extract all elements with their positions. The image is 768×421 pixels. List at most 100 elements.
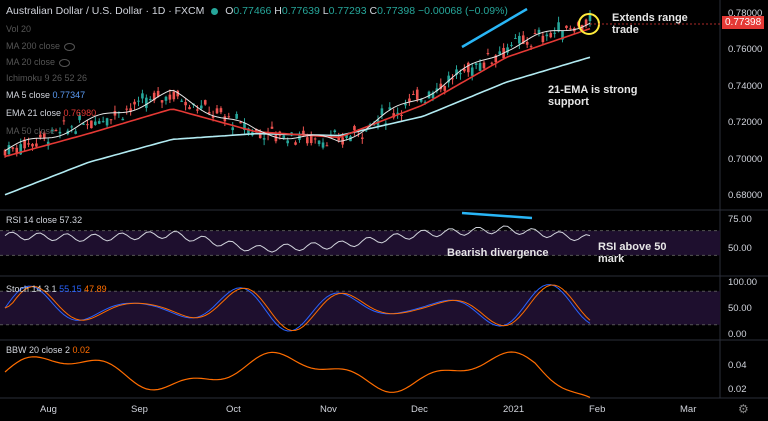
- time-label: 2021: [503, 404, 525, 415]
- candle-body: [302, 130, 305, 135]
- indicator-ma20[interactable]: MA 20 close: [6, 57, 71, 67]
- candle-body: [274, 134, 278, 142]
- time-label: Oct: [226, 404, 241, 415]
- candle-body: [565, 25, 568, 28]
- annotation-bearish-divergence: Bearish divergence: [447, 247, 549, 259]
- candle-body: [408, 98, 411, 102]
- ohlc-high-label: H: [274, 5, 282, 17]
- candle-body: [431, 92, 435, 99]
- candle-body: [435, 88, 439, 92]
- candle-body: [518, 36, 521, 44]
- candle-body: [172, 91, 176, 100]
- candle-body: [74, 131, 77, 134]
- candle-body: [553, 32, 556, 34]
- ma5-line: [4, 22, 591, 152]
- candle-body: [396, 112, 399, 114]
- time-label: Sep: [131, 404, 148, 415]
- indicator-ma200[interactable]: MA 200 close: [6, 41, 76, 51]
- price-tick: 0.68000: [728, 190, 763, 201]
- rsi-line: [4, 225, 591, 253]
- bbw-line: [4, 351, 591, 398]
- candle-body: [514, 38, 517, 40]
- candle-body: [345, 134, 348, 139]
- ohlc-low: 0.77293: [328, 5, 367, 17]
- candle-body: [54, 130, 58, 132]
- stoch-tick: 0.00: [728, 329, 747, 340]
- price-tick: 0.74000: [728, 81, 763, 92]
- candle-body: [313, 138, 317, 140]
- candle-body: [412, 94, 415, 96]
- settings-gear-icon[interactable]: ⚙: [738, 402, 749, 416]
- candle-body: [455, 69, 458, 75]
- candle-body: [439, 83, 443, 90]
- candle-body: [482, 62, 486, 69]
- candle-body: [447, 75, 450, 83]
- eye-off-icon[interactable]: [64, 42, 76, 51]
- candle-body: [463, 68, 466, 72]
- candle-body: [309, 134, 313, 144]
- annotation-rsi-above-50: RSI above 50 mark: [598, 241, 667, 265]
- candle-body: [360, 137, 364, 139]
- candle-body: [196, 109, 199, 111]
- time-label: Aug: [40, 404, 57, 415]
- indicator-ichimoku[interactable]: Ichimoku 9 26 52 26: [6, 73, 88, 83]
- candle-body: [168, 94, 172, 100]
- candle-body: [557, 22, 560, 32]
- candle-body: [7, 145, 11, 155]
- candle-body: [121, 118, 125, 121]
- indicator-ma5[interactable]: MA 5 close 0.77347: [6, 90, 86, 100]
- stoch-d-line: [4, 284, 591, 332]
- ma50-line: [4, 56, 591, 196]
- candle-body: [46, 141, 50, 146]
- candle-body: [180, 100, 183, 102]
- candle-body: [227, 116, 231, 118]
- candle-body: [584, 19, 588, 26]
- indicator-vol[interactable]: Vol 20: [6, 24, 32, 34]
- candle-body: [39, 134, 42, 138]
- candle-body: [137, 100, 140, 102]
- candle-body: [188, 107, 191, 110]
- candle-body: [152, 92, 156, 101]
- candle-body: [486, 53, 490, 55]
- ema21-line: [4, 27, 591, 158]
- indicator-ema21[interactable]: EMA 21 close 0.76980: [6, 108, 97, 118]
- candle-body: [325, 145, 329, 147]
- rsi-trendline: [461, 211, 533, 220]
- candle-body: [415, 89, 419, 100]
- candle-body: [427, 91, 431, 99]
- candle-body: [466, 62, 470, 73]
- price-tick: 0.78000: [728, 8, 763, 19]
- candle-body: [141, 93, 144, 99]
- ohlc-close-label: C: [369, 5, 378, 17]
- candle-body: [129, 108, 132, 112]
- candle-body: [184, 101, 187, 106]
- eye-off-icon[interactable]: [59, 58, 71, 67]
- market-status-dot: [211, 7, 219, 15]
- candle-body: [90, 120, 93, 129]
- candle-body: [203, 100, 207, 105]
- ohlc-open-label: O: [225, 5, 234, 17]
- symbol-header: Australian Dollar / U.S. Dollar · 1D · F…: [6, 5, 508, 17]
- candle-body: [549, 33, 553, 38]
- candle-body: [337, 137, 341, 141]
- candle-body: [561, 30, 564, 40]
- stoch-legend[interactable]: Stoch 14 3 1 55.15 47.89: [6, 284, 107, 294]
- bbw-legend[interactable]: BBW 20 close 2 0.02: [6, 345, 91, 355]
- rsi-legend[interactable]: RSI 14 close 57.32: [6, 215, 83, 225]
- candle-body: [521, 35, 525, 44]
- candle-body: [459, 73, 462, 75]
- candle-body: [286, 140, 289, 144]
- candle-body: [160, 100, 164, 103]
- price-tick: 0.76000: [728, 44, 763, 55]
- candle-body: [50, 130, 54, 132]
- candle-body: [148, 99, 152, 101]
- candle-body: [15, 147, 19, 154]
- indicator-ma50[interactable]: MA 50 close: [6, 126, 56, 136]
- price-tick: 0.72000: [728, 117, 763, 128]
- candle-body: [11, 147, 15, 149]
- candle-body: [200, 105, 203, 109]
- candle-body: [211, 115, 215, 118]
- price-tick: 0.70000: [728, 154, 763, 165]
- candle-body: [306, 137, 309, 144]
